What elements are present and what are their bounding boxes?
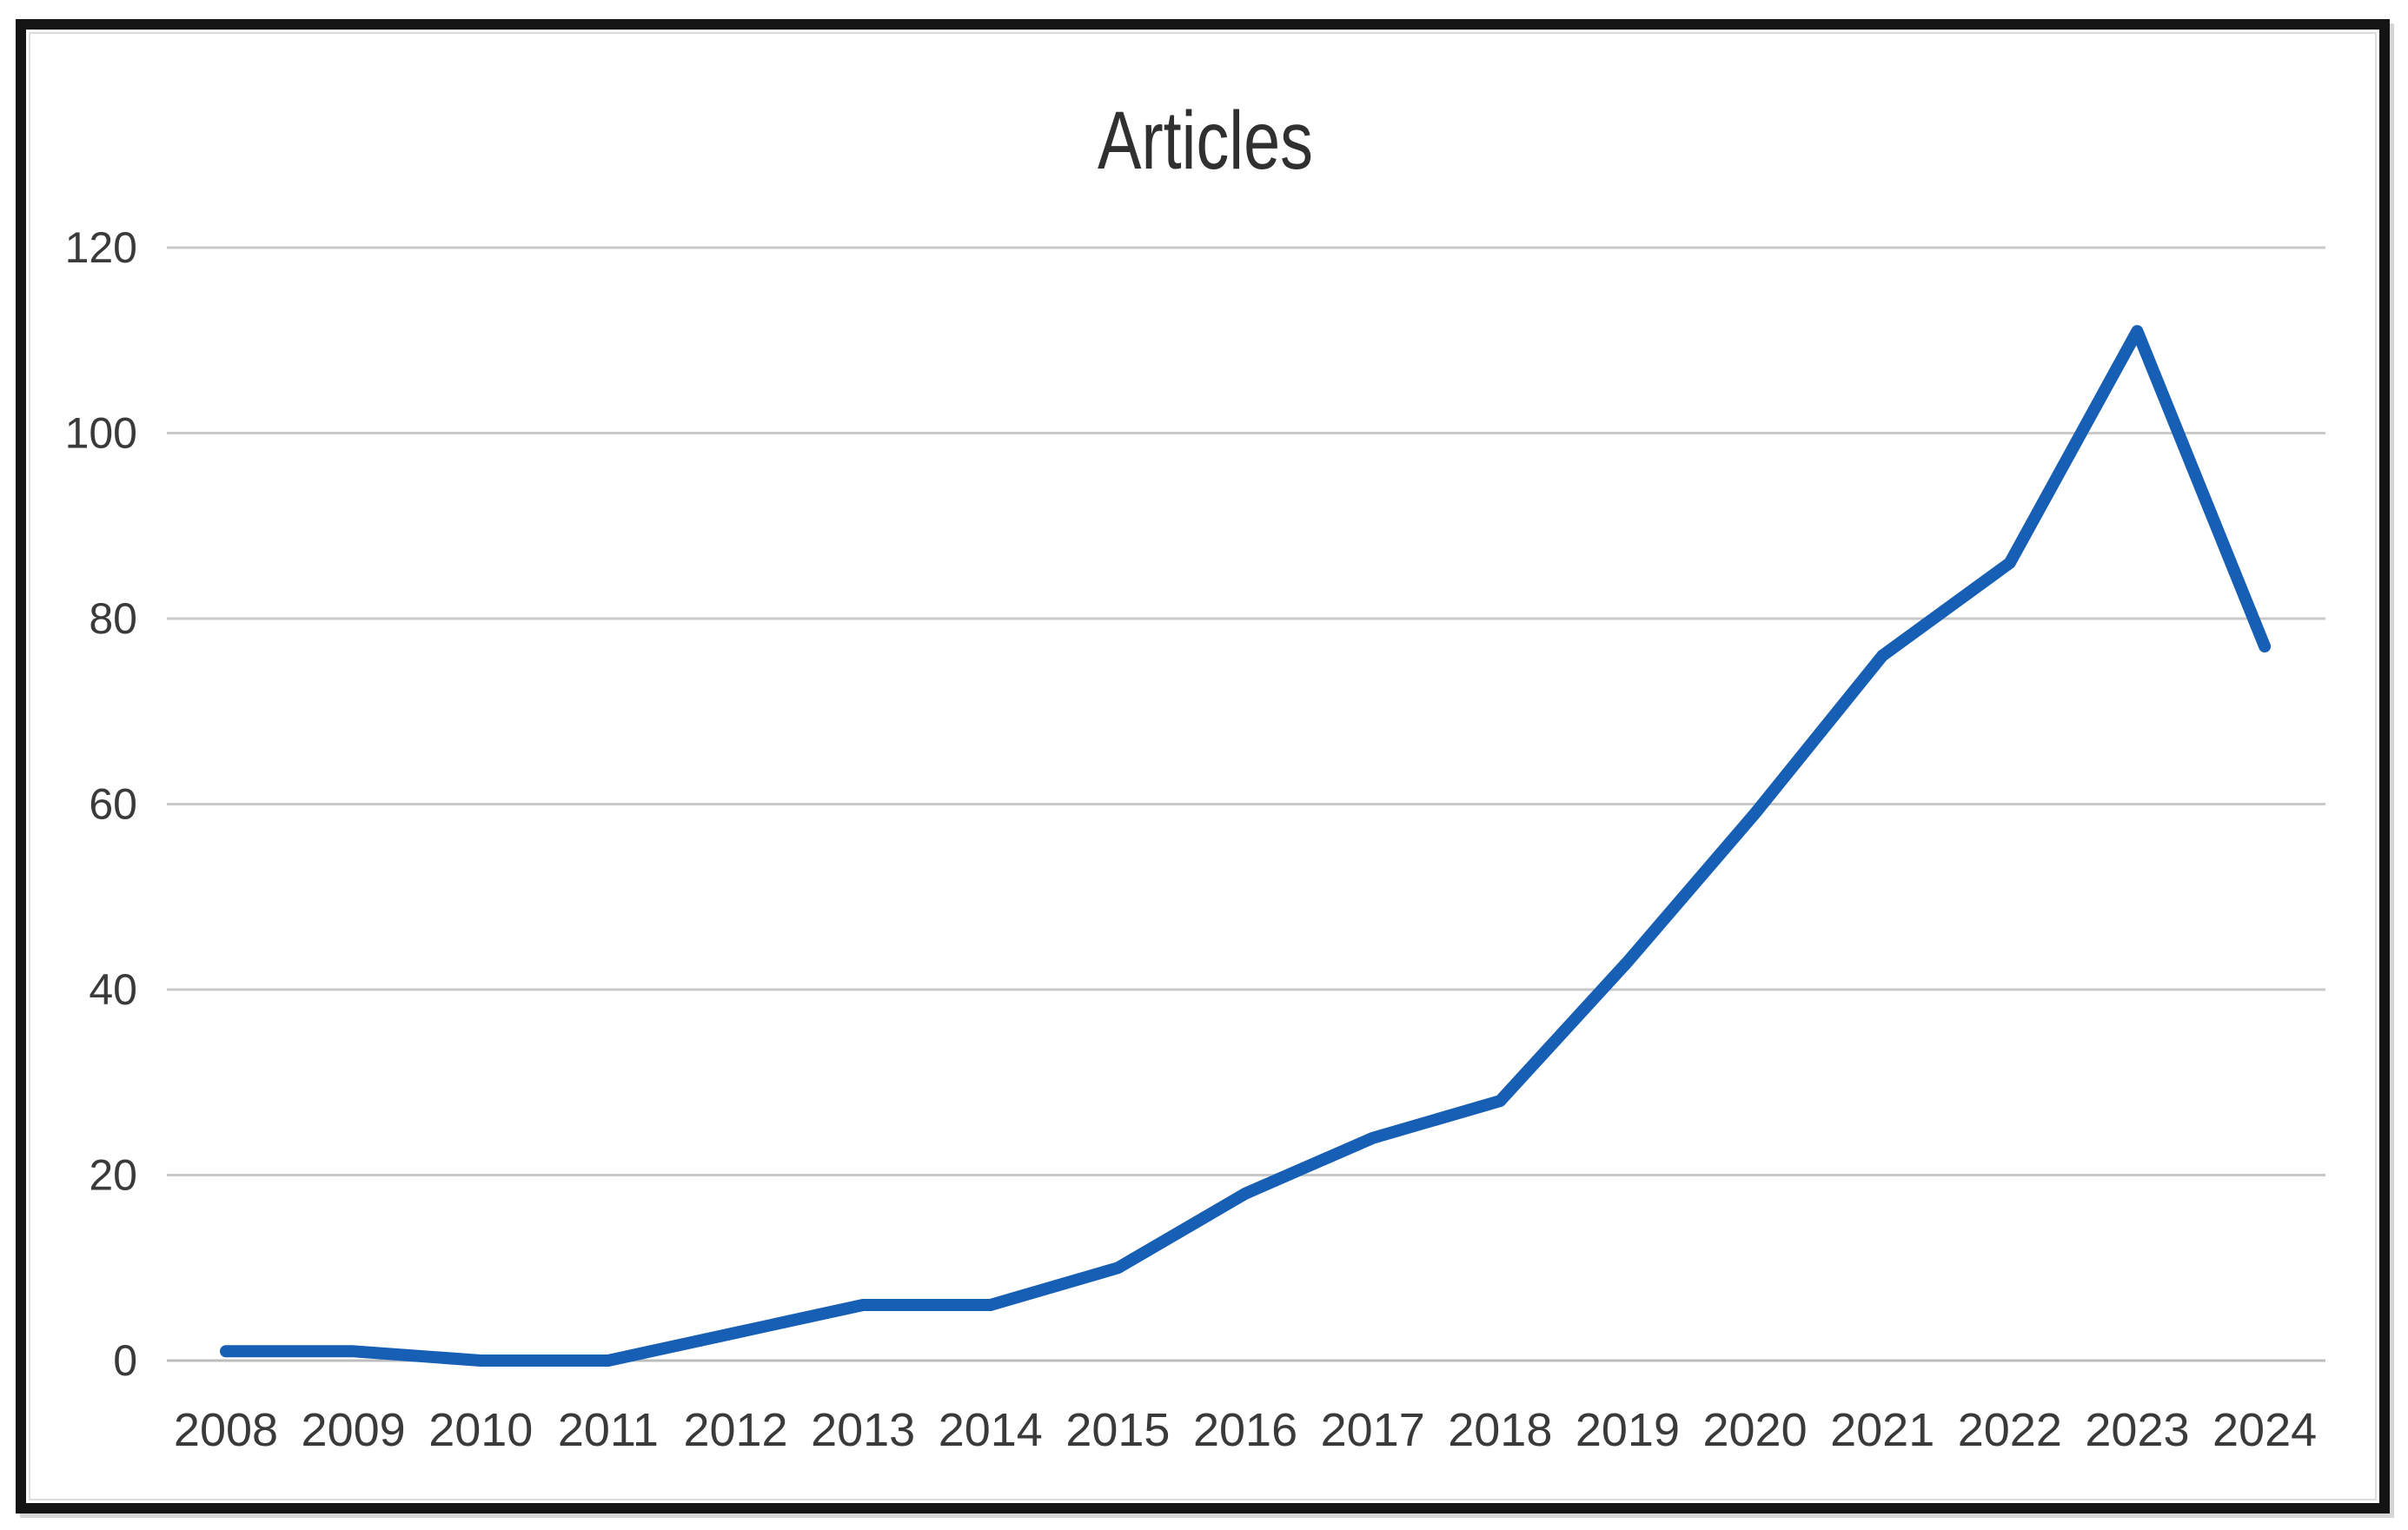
y-tick-label-0: 0: [113, 1336, 137, 1385]
y-tick-label-60: 60: [89, 780, 137, 829]
chart-title: Articles: [1098, 95, 1313, 187]
y-tick-label-80: 80: [89, 594, 137, 643]
x-tick-label-2021: 2021: [1830, 1404, 1934, 1456]
x-tick-label-2020: 2020: [1702, 1404, 1807, 1456]
x-tick-label-2014: 2014: [939, 1404, 1043, 1456]
x-tick-label-2010: 2010: [428, 1404, 533, 1456]
x-tick-label-2016: 2016: [1193, 1404, 1297, 1456]
x-tick-label-2015: 2015: [1065, 1404, 1170, 1456]
gridlines-group: [167, 246, 2325, 1362]
y-tick-label-120: 120: [65, 223, 137, 272]
x-tick-label-2019: 2019: [1575, 1404, 1680, 1456]
y-tick-label-20: 20: [89, 1151, 137, 1200]
y-axis-labels-group: 0 20 40 60 80 100 120: [65, 223, 137, 1385]
y-tick-label-40: 40: [89, 965, 137, 1014]
x-tick-label-2009: 2009: [302, 1404, 406, 1456]
figure-inner-keyline: [29, 32, 2377, 1500]
x-tick-label-2018: 2018: [1448, 1404, 1552, 1456]
x-tick-label-2023: 2023: [2085, 1404, 2189, 1456]
series-group: [220, 325, 2272, 1367]
x-tick-label-2011: 2011: [558, 1404, 659, 1456]
x-axis-labels-group: 2008 2009 2010 2011 2012 2013 2014 2015 2016 2017…: [174, 1404, 2317, 1456]
x-tick-label-2024: 2024: [2212, 1404, 2317, 1456]
series-line-articles: [220, 325, 2272, 1367]
y-tick-label-100: 100: [65, 409, 137, 458]
figure-frame: [16, 19, 2390, 1513]
x-tick-label-2012: 2012: [683, 1404, 787, 1456]
x-tick-label-2017: 2017: [1321, 1404, 1425, 1456]
x-tick-label-2013: 2013: [811, 1404, 915, 1456]
x-tick-label-2022: 2022: [1958, 1404, 2062, 1456]
x-tick-label-2008: 2008: [174, 1404, 278, 1456]
